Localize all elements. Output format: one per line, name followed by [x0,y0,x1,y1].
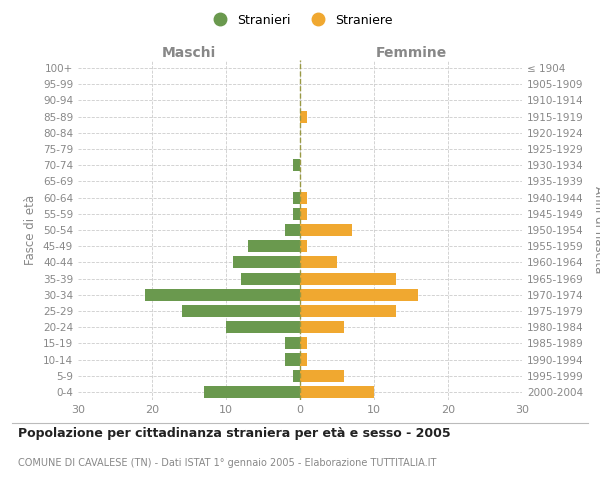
Text: COMUNE DI CAVALESE (TN) - Dati ISTAT 1° gennaio 2005 - Elaborazione TUTTITALIA.I: COMUNE DI CAVALESE (TN) - Dati ISTAT 1° … [18,458,436,468]
Bar [300,354,307,366]
Bar [285,224,300,236]
Bar [293,192,300,203]
Bar [300,305,396,317]
Bar [293,159,300,172]
Bar [300,321,344,333]
Bar [293,370,300,382]
Bar [204,386,300,398]
Bar [241,272,300,284]
Y-axis label: Fasce di età: Fasce di età [25,195,37,265]
Bar [248,240,300,252]
Bar [300,338,307,349]
Bar [300,370,344,382]
Text: Popolazione per cittadinanza straniera per età e sesso - 2005: Popolazione per cittadinanza straniera p… [18,428,451,440]
Bar [300,272,396,284]
Bar [300,256,337,268]
Bar [300,208,307,220]
Text: Maschi: Maschi [162,46,216,60]
Text: Femmine: Femmine [376,46,446,60]
Y-axis label: Anni di nascita: Anni di nascita [592,186,600,274]
Bar [182,305,300,317]
Bar [300,224,352,236]
Bar [145,288,300,301]
Bar [233,256,300,268]
Bar [300,240,307,252]
Bar [300,288,418,301]
Bar [300,192,307,203]
Bar [226,321,300,333]
Bar [285,354,300,366]
Bar [300,386,374,398]
Bar [300,110,307,122]
Legend: Stranieri, Straniere: Stranieri, Straniere [202,8,398,32]
Bar [285,338,300,349]
Bar [293,208,300,220]
